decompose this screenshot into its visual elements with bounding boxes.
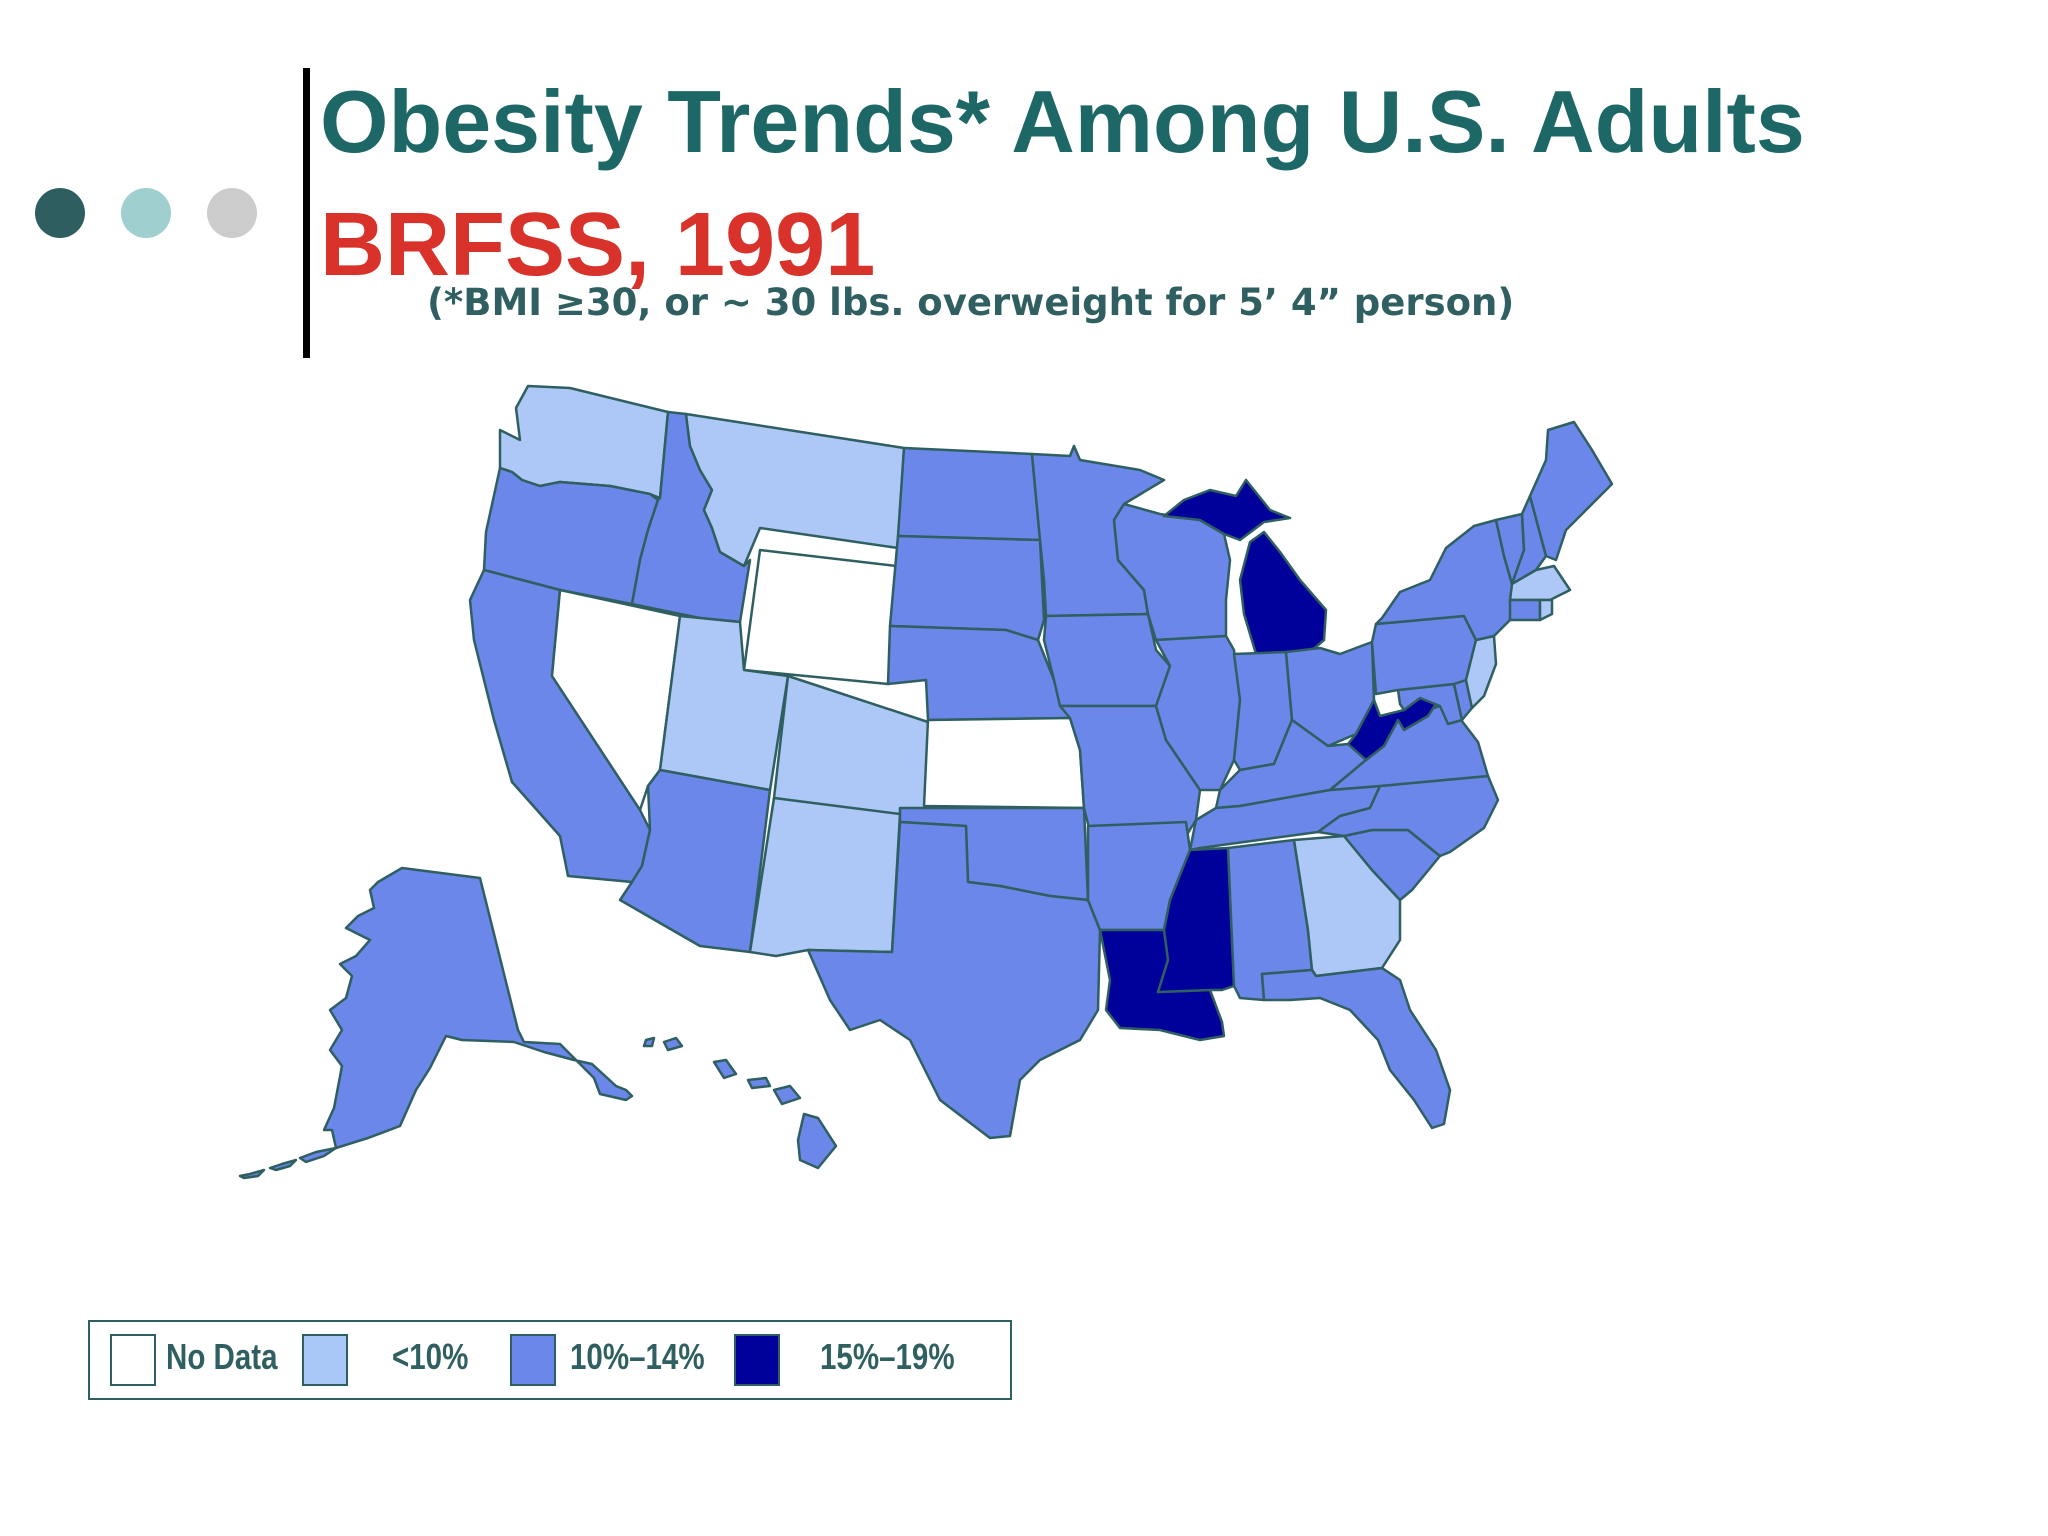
state-AK-isl2 [268,1158,298,1172]
bmi-note: (*BMI ≥30, or ~ 30 lbs. overweight for 5… [427,281,1515,324]
title-divider [303,68,310,358]
dot-teal-icon [121,188,171,238]
state-ND [896,446,1042,542]
state-ME [1528,420,1614,562]
legend-swatch-lt10 [302,1334,348,1386]
state-NE [886,624,1072,722]
state-WY [742,548,898,686]
legend-label-lt10: <10% [392,1336,469,1377]
state-CO [772,674,930,822]
state-AZ [618,768,772,954]
state-AK [322,866,634,1150]
state-AK-isl [298,1146,338,1164]
map-legend: No Data <10% 10%–14% 15%–19% [88,1320,1012,1400]
legend-swatch-no-data [110,1334,156,1386]
legend-swatch-15-19 [734,1334,780,1386]
page-title: Obesity Trends* Among U.S. Adults [320,72,1805,171]
state-KS [922,716,1086,810]
state-HI-4 [746,1076,772,1090]
legend-swatch-10-14 [510,1334,556,1386]
legend-label-no-data: No Data [166,1336,278,1377]
state-RI [1538,598,1554,622]
dot-dark-icon [35,188,85,238]
dot-gray-icon [207,188,257,238]
state-SD [888,534,1046,642]
legend-label-15-19: 15%–19% [820,1336,955,1377]
state-HI-3 [712,1058,738,1080]
state-NC [1316,774,1500,858]
state-FL [1260,966,1452,1130]
state-CT [1508,598,1542,622]
page-subtitle: BRFSS, 1991 [320,195,876,295]
state-TX [806,820,1102,1140]
legend-label-10-14: 10%–14% [570,1336,705,1377]
state-NM [748,796,902,958]
state-HI-2 [662,1036,684,1052]
state-MI-LP [1238,530,1328,656]
state-HI-1 [642,1036,656,1048]
state-HI-5 [772,1084,802,1106]
state-AK-isl3 [238,1168,266,1180]
state-MT [684,412,906,568]
state-MI-UP [1162,478,1292,542]
state-PA [1370,614,1478,696]
state-HI-6 [796,1112,838,1170]
